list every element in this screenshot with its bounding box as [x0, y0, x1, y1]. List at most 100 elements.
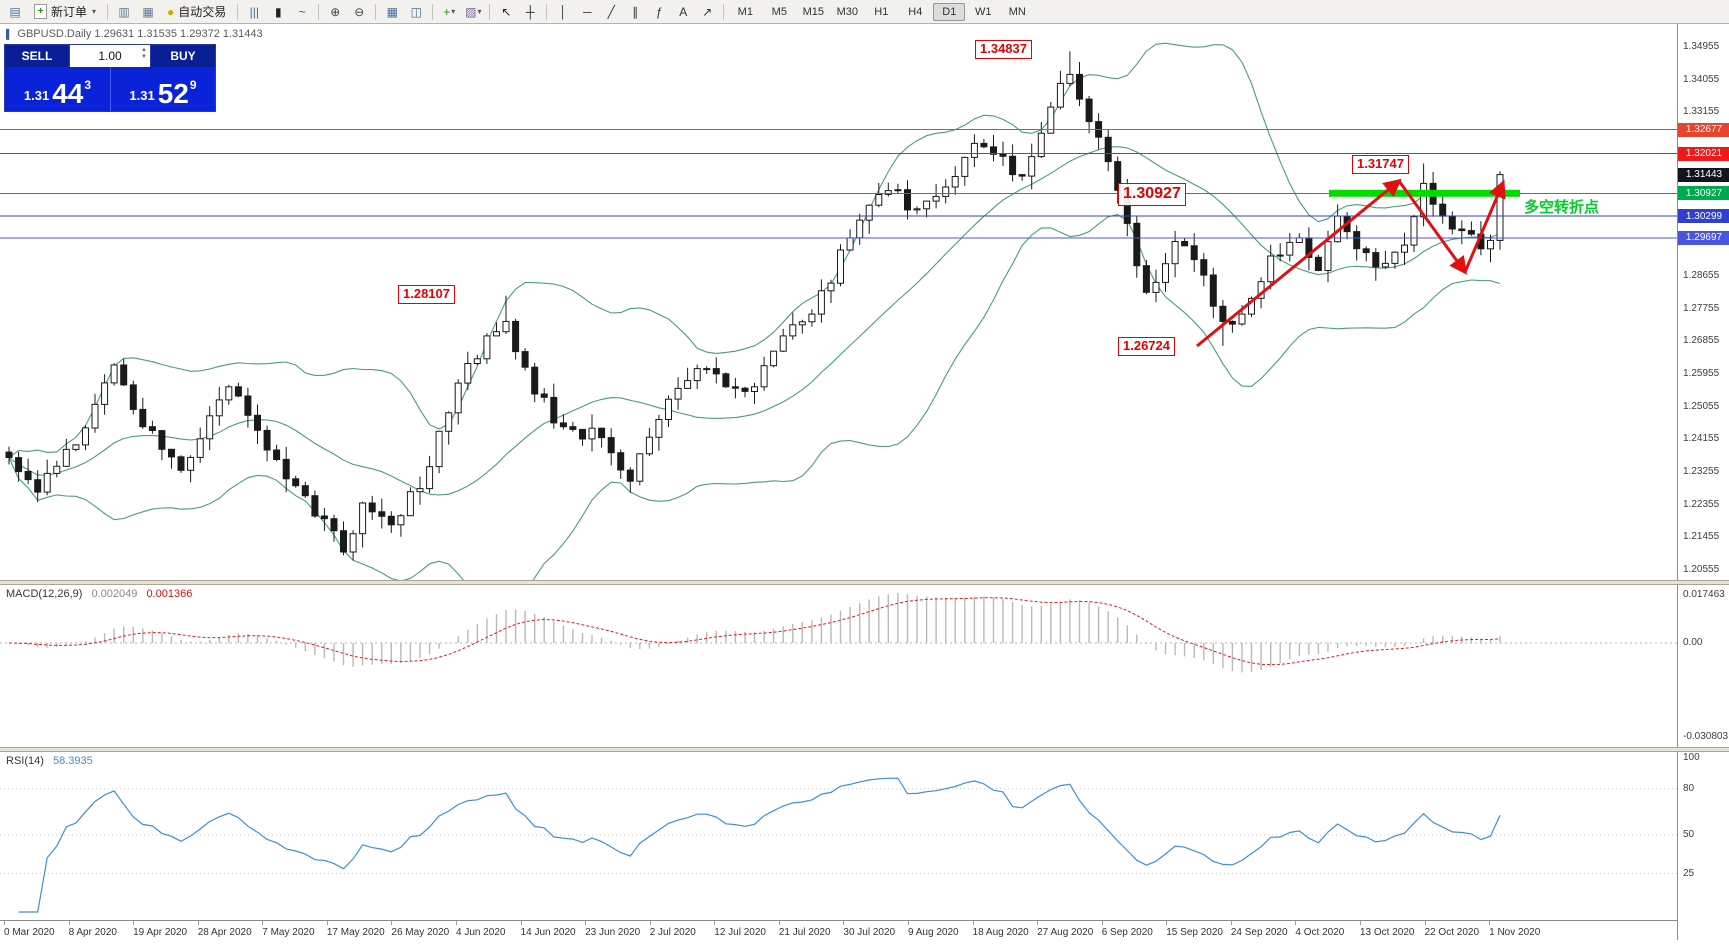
- timeframe-m15[interactable]: M15: [802, 5, 824, 18]
- candle: [5, 451, 13, 459]
- spinner-up-icon[interactable]: ▲: [141, 47, 147, 53]
- rsi-axis-label: 80: [1683, 782, 1695, 794]
- trendline-icon-glyph: ╱: [607, 4, 615, 19]
- trendline-icon[interactable]: ╱: [600, 2, 622, 22]
- buy-button[interactable]: BUY: [151, 45, 215, 67]
- one-click-trade-panel: SELL 1.00 ▲ ▼ BUY 1.31 44 3 1.31 52 9: [4, 44, 216, 112]
- zoom-out-icon[interactable]: ⊖: [348, 2, 370, 22]
- candle: [1181, 241, 1189, 247]
- zoom-in-icon[interactable]: ⊕: [324, 2, 346, 22]
- tile-windows-icon[interactable]: ▦: [381, 2, 403, 22]
- candle: [273, 449, 281, 460]
- candle: [1085, 98, 1093, 123]
- panel-splitter[interactable]: [0, 580, 1729, 585]
- lot-size-input[interactable]: 1.00 ▲ ▼: [69, 45, 151, 67]
- line-chart-icon[interactable]: ~: [291, 2, 313, 22]
- trend-arrow[interactable]: [1196, 178, 1402, 348]
- autotrade-button[interactable]: ● 自动交易: [161, 2, 232, 22]
- data-window-icon[interactable]: ▦: [137, 2, 159, 22]
- cascade-windows-icon[interactable]: ◫: [405, 2, 427, 22]
- price-annotation-1.34837[interactable]: 1.34837: [975, 40, 1032, 59]
- timeframe-h4[interactable]: H4: [908, 5, 923, 18]
- candle: [406, 491, 414, 517]
- rsi-axis-label: 100: [1683, 752, 1700, 763]
- macd-panel[interactable]: [0, 585, 1677, 747]
- date-tick: [1166, 921, 1168, 925]
- price-scale[interactable]: 1.34955 1.34055 1.33155 1.28655 1.27755 1.268…: [1677, 24, 1729, 940]
- fibonacci-icon[interactable]: ƒ: [648, 2, 670, 22]
- templates-icon[interactable]: ▨ ▾: [462, 2, 484, 22]
- time-scale[interactable]: 0 Mar 2020 8 Apr 2020 19 Apr 2020 28 Apr 20…: [0, 920, 1729, 944]
- channel-icon[interactable]: ∥: [624, 2, 646, 22]
- candle: [502, 320, 510, 333]
- zoom-in-icon-glyph: ⊕: [330, 4, 341, 19]
- price-axis-label: 1.22355: [1683, 498, 1720, 510]
- vertical-line-icon[interactable]: │: [552, 2, 574, 22]
- candle: [43, 472, 51, 493]
- date-label: 8 Apr 2020: [68, 927, 117, 938]
- lot-spinner[interactable]: ▲ ▼: [141, 47, 147, 61]
- turning-point-label[interactable]: 多空转折点: [1524, 199, 1600, 216]
- timeframe-m1[interactable]: M1: [737, 5, 753, 18]
- candle: [904, 189, 911, 211]
- price-chart[interactable]: [0, 24, 1677, 580]
- spinner-down-icon[interactable]: ▼: [141, 54, 147, 60]
- candle: [387, 515, 395, 526]
- date-label: 21 Jul 2020: [778, 927, 831, 938]
- price-annotation-1.28107[interactable]: 1.28107: [398, 285, 455, 304]
- main-chart-panel[interactable]: [0, 24, 1677, 580]
- candle: [292, 478, 300, 487]
- date-tick: [1489, 921, 1491, 925]
- toolbar-separator: [723, 3, 725, 20]
- horizontal-line-icon[interactable]: ─: [576, 2, 598, 22]
- price-axis-label: 1.26855: [1683, 335, 1720, 347]
- buy-price-sup: 9: [189, 78, 197, 92]
- arrows-tool-icon[interactable]: ↗: [696, 2, 718, 22]
- timeframe-m30[interactable]: M30: [836, 5, 858, 18]
- terminal-icon-glyph: ▤: [9, 4, 21, 19]
- timeframe-m5[interactable]: M5: [771, 5, 787, 18]
- toolbar-separator: [375, 3, 377, 20]
- sell-price-button[interactable]: 1.31 44 3: [5, 67, 110, 111]
- rsi-panel[interactable]: [0, 752, 1677, 920]
- candle: [1066, 73, 1074, 84]
- price-axis-label: 1.27755: [1683, 302, 1720, 314]
- cursor-icon[interactable]: ↖: [495, 2, 517, 22]
- zoom-out-icon-glyph: ⊖: [354, 4, 365, 19]
- terminal-icon[interactable]: ▤: [4, 2, 26, 22]
- macd-histogram: [17, 593, 1501, 673]
- indicators-icon[interactable]: + ▾: [438, 2, 460, 22]
- bar-chart-icon[interactable]: |||: [243, 2, 265, 22]
- candle: [1314, 256, 1322, 272]
- panel-splitter[interactable]: [0, 747, 1729, 752]
- timeframe-h1[interactable]: H1: [874, 5, 889, 18]
- rsi-chart[interactable]: [0, 752, 1677, 920]
- sell-button[interactable]: SELL: [5, 45, 69, 67]
- macd-chart[interactable]: [0, 585, 1677, 747]
- trend-arrow[interactable]: [1397, 180, 1468, 275]
- timeframe-mn[interactable]: MN: [1008, 5, 1026, 18]
- macd-name: MACD(12,26,9): [6, 588, 83, 600]
- toolbar-separator: [107, 3, 109, 20]
- candle: [808, 313, 816, 323]
- date-tick: [197, 921, 199, 925]
- date-label: 26 May 2020: [391, 927, 450, 938]
- timeframe-w1[interactable]: W1: [975, 5, 992, 18]
- date-label: 9 Aug 2020: [907, 927, 959, 938]
- candle: [187, 456, 195, 471]
- crosshair-icon[interactable]: ┼: [519, 2, 541, 22]
- text-tool-icon[interactable]: A: [672, 2, 694, 22]
- price-annotation-1.30927[interactable]: 1.30927: [1118, 183, 1186, 206]
- candle: [91, 403, 99, 429]
- price-annotation-1.26724[interactable]: 1.26724: [1118, 337, 1175, 356]
- new-order-button[interactable]: + 新订单 ▾: [28, 2, 102, 22]
- timeframe-d1[interactable]: D1: [933, 2, 966, 21]
- buy-price-button[interactable]: 1.31 52 9: [110, 67, 215, 111]
- tile-windows-icon-glyph: ▦: [386, 4, 398, 19]
- dropdown-caret-icon: ▾: [477, 7, 482, 16]
- turning-point-segment[interactable]: [1329, 189, 1520, 197]
- price-annotation-1.31747[interactable]: 1.31747: [1352, 155, 1409, 174]
- trend-arrow[interactable]: [1463, 179, 1506, 273]
- candlestick-chart-icon[interactable]: ▮: [267, 2, 289, 22]
- market-watch-icon[interactable]: ▥: [113, 2, 135, 22]
